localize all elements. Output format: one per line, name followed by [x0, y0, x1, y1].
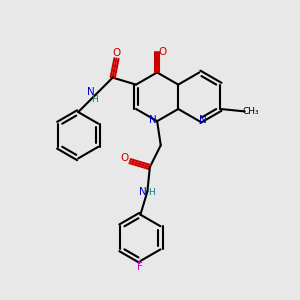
Text: F: F — [137, 262, 143, 272]
Text: O: O — [121, 153, 129, 163]
Text: H: H — [148, 188, 155, 197]
Text: O: O — [112, 48, 121, 58]
Text: N: N — [87, 88, 95, 98]
Text: CH₃: CH₃ — [243, 107, 260, 116]
Text: N: N — [199, 115, 207, 125]
Text: N: N — [139, 187, 146, 197]
Text: O: O — [158, 47, 166, 57]
Text: H: H — [91, 94, 98, 103]
Text: N: N — [149, 115, 157, 125]
